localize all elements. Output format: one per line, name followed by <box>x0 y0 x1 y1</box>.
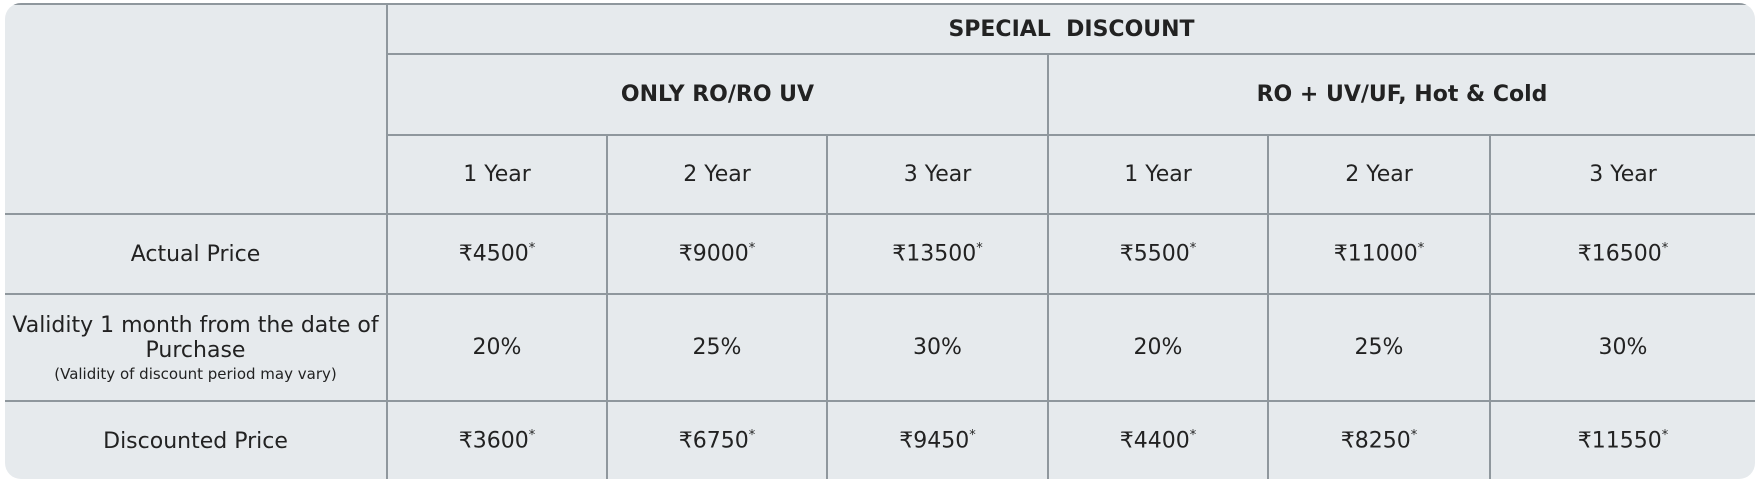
cell-value: ₹11000 <box>1333 241 1418 267</box>
row-label-text: Actual Price <box>130 241 261 267</box>
period-header: 3 Year <box>826 134 1049 215</box>
data-row: Discounted Price ₹3600* ₹6750* ₹9450* ₹4400*… <box>5 400 1755 479</box>
value-cell: 30% <box>826 293 1049 402</box>
period-row: 1 Year 2 Year 3 Year 1 Year 2 Year 3 Year <box>5 134 1755 215</box>
cell-value: 30% <box>1598 335 1648 360</box>
row-sublabel: (Validity of discount period may vary) <box>54 364 337 383</box>
period-header: 2 Year <box>606 134 828 215</box>
cell-value: ₹11550 <box>1577 428 1662 454</box>
period-header: 1 Year <box>1047 134 1269 215</box>
value-cell: ₹3600* <box>386 400 608 479</box>
value-cell: ₹11000* <box>1267 213 1491 295</box>
cell-note: * <box>1417 241 1425 257</box>
value-cell: ₹13500* <box>826 213 1049 295</box>
value-cell: 25% <box>1267 293 1491 402</box>
cell-note: * <box>969 428 976 444</box>
cell-note: * <box>1661 428 1669 444</box>
value-cell: ₹4400* <box>1047 400 1269 479</box>
group-header: RO + UV/UF, Hot & Cold <box>1047 53 1755 136</box>
cell-value: ₹4400 <box>1119 428 1190 454</box>
cell-value: 30% <box>913 335 962 360</box>
table-container: SPECIAL DISCOUNT ONLY RO/RO UV RO + UV/UF,… <box>5 3 1755 479</box>
period-header: 3 Year <box>1489 134 1755 215</box>
cell-value: ₹5500 <box>1119 241 1190 267</box>
cell-note: * <box>748 241 756 257</box>
cell-value: ₹6750 <box>678 428 749 454</box>
value-cell: ₹4500* <box>386 213 608 295</box>
value-cell: 20% <box>1047 293 1269 402</box>
cell-note: * <box>1661 241 1669 257</box>
header-row: SPECIAL DISCOUNT <box>5 3 1755 215</box>
period-header: 2 Year <box>1267 134 1491 215</box>
value-cell: ₹5500* <box>1047 213 1269 295</box>
cell-value: ₹8250 <box>1340 428 1411 454</box>
value-cell: ₹11550* <box>1489 400 1755 479</box>
header-title: SPECIAL DISCOUNT <box>386 3 1755 55</box>
value-cell: 20% <box>386 293 608 402</box>
cell-note: * <box>1189 241 1197 257</box>
value-cell: ₹8250* <box>1267 400 1491 479</box>
row-label-text: Discounted Price <box>103 428 288 454</box>
group-header: ONLY RO/RO UV <box>387 53 1049 136</box>
value-cell: ₹9450* <box>826 400 1049 479</box>
cell-note: * <box>748 428 756 444</box>
value-cell: ₹16500* <box>1489 213 1755 295</box>
data-row: Actual Price ₹4500* ₹9000* ₹13500* ₹5500* ₹11… <box>5 213 1755 295</box>
value-cell: ₹6750* <box>606 400 828 479</box>
row-label: Discounted Price <box>5 400 388 479</box>
discount-table: SPECIAL DISCOUNT ONLY RO/RO UV RO + UV/UF,… <box>5 3 1755 479</box>
row-label: Actual Price <box>5 213 388 295</box>
value-cell: 25% <box>606 293 828 402</box>
cell-note: * <box>1189 428 1197 444</box>
cell-value: ₹3600 <box>458 428 529 454</box>
cell-note: * <box>528 241 536 257</box>
cell-value: ₹13500 <box>892 241 977 267</box>
value-cell: ₹9000* <box>606 213 828 295</box>
corner-cell <box>5 3 388 215</box>
cell-value: ₹4500 <box>458 241 529 267</box>
data-row: Validity 1 month from the date of Purcha… <box>5 293 1755 402</box>
group-row: ONLY RO/RO UV RO + UV/UF, Hot & Cold <box>5 53 1755 136</box>
row-label: Validity 1 month from the date of Purcha… <box>5 293 388 402</box>
cell-value: 20% <box>1133 335 1183 360</box>
cell-value: 25% <box>692 335 742 360</box>
cell-note: * <box>1410 428 1418 444</box>
cell-value: ₹9450 <box>899 428 970 454</box>
value-cell: 30% <box>1489 293 1755 402</box>
cell-note: * <box>976 241 983 257</box>
cell-value: ₹9000 <box>678 241 749 267</box>
cell-note: * <box>528 428 536 444</box>
cell-value: 25% <box>1354 335 1404 360</box>
cell-value: ₹16500 <box>1577 241 1662 267</box>
cell-value: 20% <box>472 335 522 360</box>
period-header: 1 Year <box>387 134 608 215</box>
row-label-text: Validity 1 month from the date of Purcha… <box>12 312 379 363</box>
